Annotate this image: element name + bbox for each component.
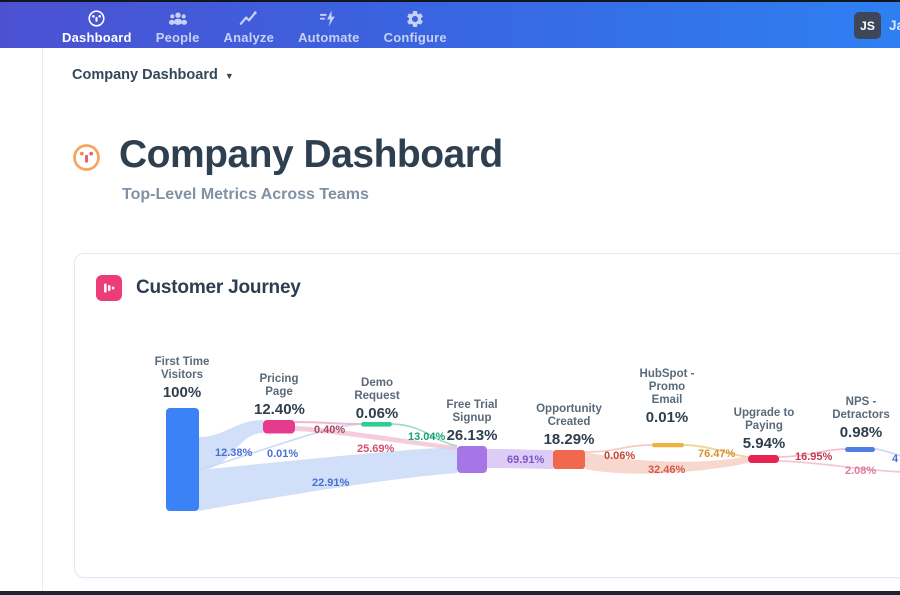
breadcrumb-label: Company Dashboard bbox=[72, 67, 218, 83]
card-header: Customer Journey bbox=[96, 275, 301, 301]
analyze-icon bbox=[238, 8, 259, 29]
flow-firsttime-pricing bbox=[199, 420, 263, 470]
user-avatar[interactable]: JS bbox=[854, 12, 881, 39]
node-pricing-page[interactable] bbox=[263, 420, 295, 434]
node-demo-request[interactable] bbox=[361, 422, 392, 427]
username[interactable]: Ja bbox=[889, 18, 900, 33]
configure-icon bbox=[405, 8, 425, 29]
chevron-down-icon: ▼ bbox=[224, 71, 234, 81]
dashboard-icon bbox=[86, 8, 107, 29]
bottom-edge-bar bbox=[0, 591, 900, 595]
flow-freetrial-opportunity bbox=[487, 449, 553, 469]
nav-item-configure[interactable]: Configure bbox=[384, 2, 447, 45]
flow-firsttime-demo bbox=[198, 423, 362, 471]
flow-demo-freetrial bbox=[391, 423, 458, 447]
flow-nps-offscreen bbox=[874, 448, 900, 457]
node-nps-detractors[interactable] bbox=[845, 447, 875, 452]
breadcrumb[interactable]: Company Dashboard ▼ bbox=[72, 67, 234, 83]
nav-label: Automate bbox=[298, 30, 360, 45]
flow-hubspot-upgrade bbox=[683, 444, 749, 458]
page-subtitle: Top-Level Metrics Across Teams bbox=[122, 186, 369, 203]
nav-label: People bbox=[155, 30, 200, 45]
customer-journey-card: Customer Journey bbox=[74, 253, 900, 578]
flow-pricing-demo bbox=[294, 421, 362, 425]
flow-firsttime-freetrial bbox=[199, 447, 457, 511]
left-divider-line bbox=[42, 48, 43, 591]
page-title: Company Dashboard bbox=[119, 133, 503, 176]
nav-items: Dashboard People bbox=[62, 2, 447, 48]
dashboard-gauge-icon bbox=[71, 142, 102, 178]
nav-item-automate[interactable]: Automate bbox=[298, 2, 360, 45]
nav-item-dashboard[interactable]: Dashboard bbox=[62, 2, 132, 45]
flow-opportunity-hubspot bbox=[584, 444, 653, 453]
nav-item-people[interactable]: People bbox=[156, 2, 200, 45]
top-navbar: Dashboard People bbox=[0, 2, 900, 48]
node-hubspot-promo-email[interactable] bbox=[652, 443, 684, 448]
card-title: Customer Journey bbox=[136, 277, 301, 298]
node-first-time-visitors[interactable] bbox=[166, 408, 199, 511]
nav-label: Analyze bbox=[223, 30, 275, 45]
node-opportunity-created[interactable] bbox=[553, 450, 585, 469]
nav-item-analyze[interactable]: Analyze bbox=[224, 2, 275, 45]
node-upgrade-to-paying[interactable] bbox=[748, 455, 779, 463]
nav-label: Dashboard bbox=[62, 30, 132, 45]
flow-opportunity-upgrade bbox=[585, 452, 748, 474]
flow-upgrade-offscreen bbox=[778, 460, 900, 473]
journey-chart-icon bbox=[96, 275, 122, 301]
window-top-edge bbox=[0, 0, 900, 2]
nav-label: Configure bbox=[383, 30, 447, 45]
people-icon bbox=[167, 8, 189, 29]
flow-upgrade-nps bbox=[778, 448, 846, 458]
flow-pricing-freetrial bbox=[295, 426, 457, 450]
automate-icon bbox=[318, 8, 339, 29]
node-free-trial-signup[interactable] bbox=[457, 446, 487, 473]
